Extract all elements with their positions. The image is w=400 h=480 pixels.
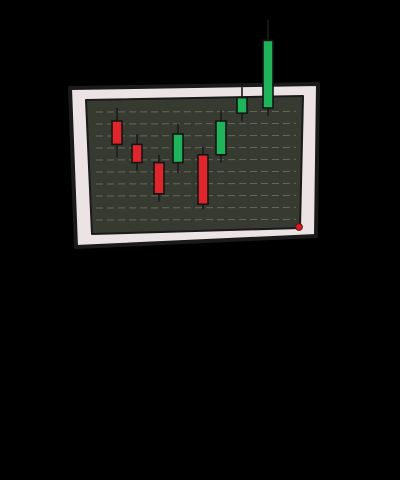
grid-line: [95, 194, 297, 197]
grid-line: [95, 146, 297, 149]
candle-body-bullish: [215, 120, 227, 156]
candlestick-series: [111, 19, 274, 210]
grid-line: [95, 218, 297, 221]
candle-body-bearish: [111, 120, 123, 146]
candle-body-bearish: [153, 161, 165, 195]
candle-body-bullish: [236, 96, 248, 114]
candle-body-bearish: [197, 154, 209, 206]
grid-line: [95, 158, 297, 161]
grid-line: [95, 122, 297, 125]
grid-line: [95, 170, 297, 173]
candle-body-bullish: [172, 133, 184, 164]
grid-line: [95, 206, 297, 209]
grid-line: [95, 182, 297, 185]
candle-body-bearish: [131, 143, 143, 164]
grid-line: [95, 134, 297, 137]
grid-line: [95, 110, 297, 113]
power-indicator-icon: [295, 223, 303, 231]
chart-grid: [95, 110, 297, 221]
candle-body-bullish: [262, 39, 274, 109]
monitor-screen: [85, 95, 304, 235]
